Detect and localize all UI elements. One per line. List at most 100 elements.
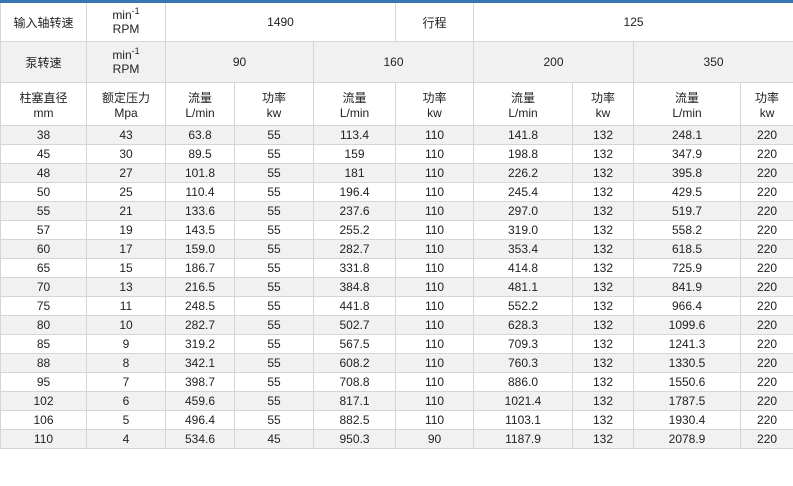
table-cell: 38 bbox=[0, 125, 87, 145]
table-cell: 110 bbox=[395, 144, 475, 164]
table-cell: 132 bbox=[572, 277, 635, 297]
table-cell: 55 bbox=[234, 391, 314, 411]
table-cell: 132 bbox=[572, 429, 635, 449]
table-cell: 159.0 bbox=[165, 239, 235, 259]
table-cell: 519.7 bbox=[633, 201, 742, 221]
table-cell: 1930.4 bbox=[633, 410, 742, 430]
table-cell: 11 bbox=[86, 296, 166, 316]
table-cell: 353.4 bbox=[473, 239, 574, 259]
power-header: 功率 kw bbox=[740, 82, 793, 126]
unit-rpm: RPM bbox=[112, 22, 140, 36]
table-cell: 132 bbox=[572, 315, 635, 335]
table-cell: 27 bbox=[86, 163, 166, 183]
input-shaft-speed-value: 1490 bbox=[164, 1, 397, 42]
table-cell: 55 bbox=[234, 410, 314, 430]
table-cell: 13 bbox=[86, 277, 166, 297]
table-row: 50 25 110.4 55 196.4 110 245.4 132 429.5 220 bbox=[0, 182, 793, 202]
table-cell: 110 bbox=[395, 277, 475, 297]
table-cell: 159 bbox=[312, 144, 397, 164]
table-cell: 1550.6 bbox=[633, 372, 742, 392]
table-cell: 43 bbox=[86, 125, 166, 145]
data-rows: 38 43 63.8 55 113.4 110 141.8 132 248.1 220 45 30 89… bbox=[0, 125, 793, 449]
table-cell: 552.2 bbox=[473, 296, 574, 316]
table-row: 48 27 101.8 55 181 110 226.2 132 395.8 220 bbox=[0, 163, 793, 183]
table-cell: 725.9 bbox=[633, 258, 742, 278]
table-cell: 132 bbox=[572, 182, 635, 202]
table-cell: 55 bbox=[234, 201, 314, 221]
pump-speed-200: 200 bbox=[473, 41, 635, 83]
table-cell: 110 bbox=[395, 296, 475, 316]
power-header: 功率 kw bbox=[395, 82, 475, 126]
table-cell: 113.4 bbox=[312, 125, 397, 145]
table-cell: 80 bbox=[0, 315, 87, 335]
unit-min: min bbox=[112, 8, 132, 22]
table-cell: 106 bbox=[0, 410, 87, 430]
table-cell: 110 bbox=[395, 201, 475, 221]
table-cell: 110 bbox=[395, 353, 475, 373]
table-cell: 220 bbox=[740, 220, 793, 240]
table-cell: 628.3 bbox=[473, 315, 574, 335]
table-cell: 132 bbox=[572, 353, 635, 373]
table-cell: 950.3 bbox=[312, 429, 397, 449]
table-cell: 143.5 bbox=[165, 220, 235, 240]
table-cell: 132 bbox=[572, 372, 635, 392]
table-cell: 90 bbox=[395, 429, 475, 449]
table-cell: 25 bbox=[86, 182, 166, 202]
table-cell: 55 bbox=[234, 220, 314, 240]
table-cell: 17 bbox=[86, 239, 166, 259]
table-cell: 220 bbox=[740, 410, 793, 430]
table-row: 102 6 459.6 55 817.1 110 1021.4 132 1787.5 220 bbox=[0, 391, 793, 411]
table-cell: 248.5 bbox=[165, 296, 235, 316]
table-cell: 567.5 bbox=[312, 334, 397, 354]
table-cell: 55 bbox=[234, 372, 314, 392]
table-cell: 132 bbox=[572, 258, 635, 278]
table-cell: 220 bbox=[740, 125, 793, 145]
table-row: 38 43 63.8 55 113.4 110 141.8 132 248.1 220 bbox=[0, 125, 793, 145]
table-cell: 133.6 bbox=[165, 201, 235, 221]
table-cell: 88 bbox=[0, 353, 87, 373]
table-cell: 8 bbox=[86, 353, 166, 373]
pump-spec-table: 输入轴转速 min-1 RPM 1490 行程 125 泵转速 min-1 RP… bbox=[0, 0, 793, 449]
table-cell: 331.8 bbox=[312, 258, 397, 278]
table-cell: 89.5 bbox=[165, 144, 235, 164]
table-cell: 886.0 bbox=[473, 372, 574, 392]
table-cell: 30 bbox=[86, 144, 166, 164]
table-cell: 65 bbox=[0, 258, 87, 278]
table-cell: 60 bbox=[0, 239, 87, 259]
table-cell: 132 bbox=[572, 125, 635, 145]
table-cell: 608.2 bbox=[312, 353, 397, 373]
table-cell: 50 bbox=[0, 182, 87, 202]
table-cell: 534.6 bbox=[165, 429, 235, 449]
table-cell: 384.8 bbox=[312, 277, 397, 297]
table-cell: 57 bbox=[0, 220, 87, 240]
table-cell: 21 bbox=[86, 201, 166, 221]
rpm-unit-cell: min-1 RPM bbox=[86, 41, 166, 83]
table-cell: 558.2 bbox=[633, 220, 742, 240]
table-row: 106 5 496.4 55 882.5 110 1103.1 132 1930.4 220 bbox=[0, 410, 793, 430]
table-cell: 220 bbox=[740, 429, 793, 449]
table-cell: 459.6 bbox=[165, 391, 235, 411]
table-cell: 347.9 bbox=[633, 144, 742, 164]
pump-speed-160: 160 bbox=[312, 41, 475, 83]
table-cell: 110 bbox=[0, 429, 87, 449]
table-cell: 132 bbox=[572, 334, 635, 354]
table-cell: 1099.6 bbox=[633, 315, 742, 335]
table-cell: 110 bbox=[395, 315, 475, 335]
table-cell: 220 bbox=[740, 258, 793, 278]
table-cell: 220 bbox=[740, 277, 793, 297]
table-cell: 95 bbox=[0, 372, 87, 392]
table-cell: 196.4 bbox=[312, 182, 397, 202]
table-cell: 9 bbox=[86, 334, 166, 354]
flow-header: 流量 L/min bbox=[312, 82, 397, 126]
table-cell: 297.0 bbox=[473, 201, 574, 221]
table-cell: 817.1 bbox=[312, 391, 397, 411]
table-cell: 132 bbox=[572, 239, 635, 259]
table-cell: 132 bbox=[572, 201, 635, 221]
table-row: 65 15 186.7 55 331.8 110 414.8 132 725.9 220 bbox=[0, 258, 793, 278]
unit-min: min bbox=[112, 48, 132, 62]
table-cell: 282.7 bbox=[312, 239, 397, 259]
table-cell: 55 bbox=[234, 182, 314, 202]
table-cell: 708.8 bbox=[312, 372, 397, 392]
table-cell: 110.4 bbox=[165, 182, 235, 202]
table-cell: 55 bbox=[234, 296, 314, 316]
